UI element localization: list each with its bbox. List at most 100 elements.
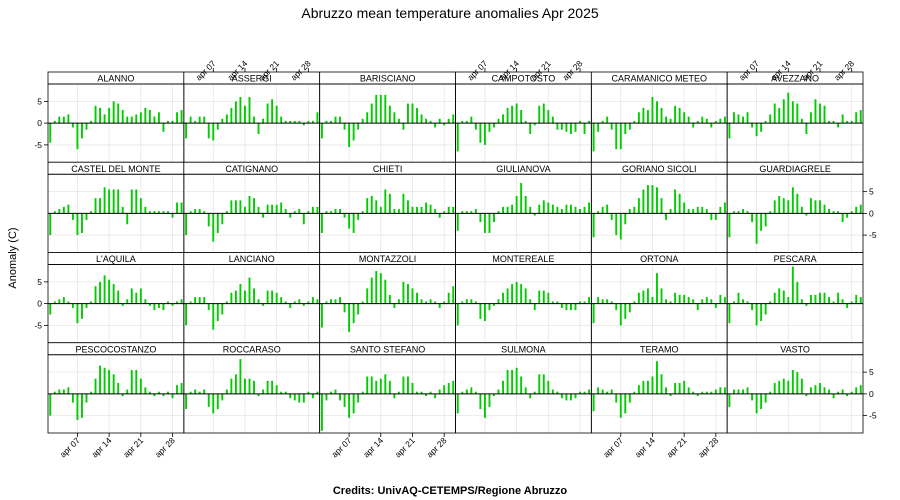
bar [302,213,305,225]
bar [103,275,106,304]
bar [692,299,695,304]
bar [579,301,581,304]
bar [642,290,645,304]
bar [502,206,504,214]
bar [687,209,690,214]
bar [601,299,604,304]
bar [859,385,862,394]
y-tick-label: 0 [37,118,42,128]
bar [429,120,432,124]
panel: ROCCARASO [183,342,321,434]
bar [597,297,600,304]
bar [551,301,554,304]
bar [506,369,509,394]
bar [456,213,459,231]
bar [139,378,142,394]
bar [837,211,840,214]
bar [511,105,514,124]
bar [782,378,785,394]
bar [692,209,695,214]
bar [388,294,391,304]
bar [289,303,292,308]
bar [474,391,477,394]
bar [583,123,586,134]
x-tick-label: apr 21 [664,435,688,459]
bar [311,297,314,304]
y-tick-label: 5 [869,367,874,377]
bar [393,112,396,124]
x-tick-label: apr 14 [361,435,385,459]
bar [610,301,613,304]
bar [850,301,853,304]
bar [678,383,681,394]
bar [126,116,129,124]
bar [320,393,323,431]
bar [651,297,654,304]
bar [855,387,858,394]
bar [547,110,550,124]
bar [447,383,450,394]
bar [823,105,826,124]
panel-title: CARAMANICO METEO [611,74,707,84]
bar [579,120,581,124]
bar [339,209,341,214]
panel: SANTO STEFANO [319,342,456,434]
bar [538,374,541,394]
bar [221,303,224,315]
bar [628,393,631,403]
bar [284,209,287,214]
y-tick-label: 0 [37,299,42,309]
bar [420,299,423,304]
bar [49,303,52,315]
y-tick-label: 5 [37,96,42,106]
bar [167,391,169,394]
bar [800,118,803,124]
bar [615,303,618,311]
bar [244,105,246,124]
bar [637,112,640,124]
bar [565,204,568,214]
bar [253,380,255,394]
panel: PESCARA [726,252,864,344]
panel-title: CASTEL DEL MONTE [71,164,160,174]
bar [311,120,314,124]
bar [570,393,572,401]
bar [560,393,563,399]
bar [99,365,102,394]
bar [185,123,188,139]
bar [855,206,858,214]
bar [705,391,708,394]
bar [76,393,79,420]
bar [764,120,767,124]
bar [343,123,346,130]
bar [606,391,609,394]
panel-title: TERAMO [640,344,679,354]
bar [610,123,613,130]
bar [529,206,532,214]
bar [791,101,794,124]
bar [194,297,197,304]
bar [402,376,405,394]
bar [669,118,672,124]
bar [687,387,690,394]
bar [334,116,337,124]
bar [416,292,418,304]
bar [733,211,735,214]
bar [438,389,441,394]
bar [560,209,563,214]
credits-caption: Credits: UnivAQ-CETEMPS/Regione Abruzzo [333,485,568,497]
bar [171,213,174,218]
bar [814,200,817,214]
bar [361,118,364,124]
bar [153,116,156,124]
bar [615,393,618,403]
bar [619,123,622,150]
x-tick-label: apr 28 [424,435,448,459]
bar [90,120,92,124]
bar [764,393,767,403]
bar [760,393,763,410]
bar [819,383,821,394]
bar [624,393,627,414]
x-tick-label: apr 28 [696,435,720,459]
bar [705,297,708,304]
